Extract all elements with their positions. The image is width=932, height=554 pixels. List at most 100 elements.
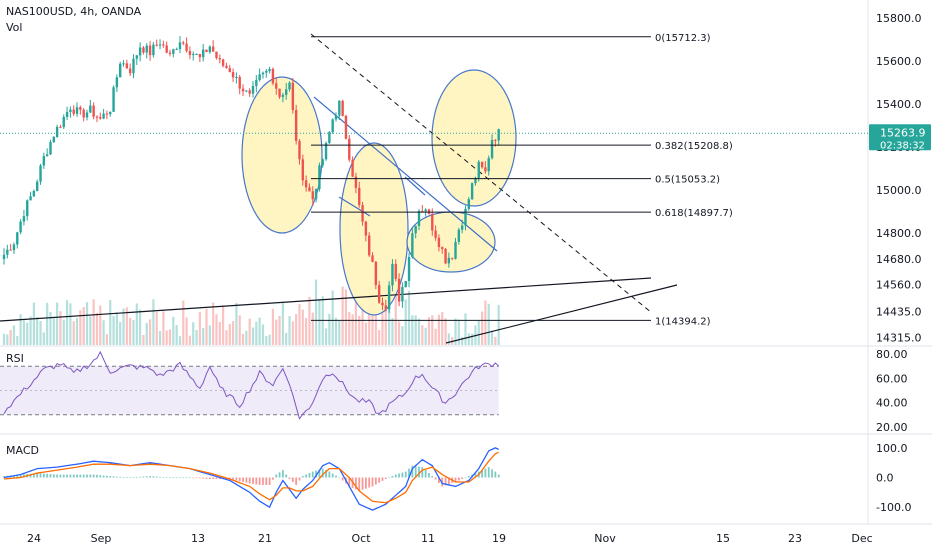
volume-bar: [95, 312, 99, 345]
candle-body: [477, 161, 480, 178]
candle-body: [22, 216, 26, 222]
candle-body: [460, 225, 464, 230]
price-tag-countdown: 02:38:32: [880, 140, 925, 151]
candle-body: [431, 213, 434, 231]
volume-bar: [334, 317, 338, 345]
macd-histogram-bar: [414, 466, 417, 478]
volume-bar: [464, 313, 467, 345]
macd-histogram-bar: [215, 477, 218, 479]
volume-bar: [195, 330, 198, 345]
macd-histogram-bar: [262, 477, 264, 485]
price-tick-label: 14680.0: [876, 253, 922, 266]
volume-bar: [295, 313, 298, 345]
candle-body: [36, 181, 39, 192]
macd-histogram-bar: [56, 474, 59, 478]
rsi-tick-label: 20.00: [876, 421, 908, 434]
candle-body: [238, 76, 241, 89]
volume-bar: [32, 302, 35, 345]
macd-histogram-bar: [464, 477, 467, 479]
macd-histogram-bar: [106, 475, 108, 478]
rsi-label: RSI: [6, 352, 24, 365]
volume-bar: [401, 326, 404, 345]
macd-histogram-bar: [252, 477, 254, 484]
macd-histogram-bar: [428, 473, 430, 478]
candle-body: [205, 49, 208, 53]
candle-body: [99, 117, 102, 119]
volume-bar: [99, 305, 102, 345]
time-tick-label: Oct: [351, 532, 371, 545]
candle-body: [138, 47, 142, 56]
candle-body: [444, 248, 447, 264]
volume-bar: [222, 305, 225, 345]
volume-bar: [417, 318, 421, 345]
macd-histogram-bar: [185, 477, 188, 479]
candle-body: [72, 109, 75, 114]
candle-body: [158, 44, 162, 46]
macd-histogram-bar: [497, 474, 500, 478]
macd-histogram-bar: [281, 470, 284, 478]
macd-histogram-bar: [315, 470, 317, 478]
macd-histogram-bar: [328, 471, 331, 478]
macd-histogram-bar: [404, 471, 407, 478]
macd-histogram-bar: [494, 471, 497, 478]
macd-histogram-bar: [205, 477, 208, 479]
candle-body: [384, 305, 387, 310]
volume-bar: [92, 299, 95, 345]
price-tick-label: 14800.0: [876, 227, 922, 240]
macd-histogram-bar: [42, 473, 45, 478]
volume-bar: [65, 300, 69, 345]
volume-bar: [142, 335, 145, 345]
volume-bar: [162, 311, 165, 345]
volume-bar: [358, 315, 361, 345]
macd-histogram-bar: [3, 476, 5, 478]
highlight-ellipse: [241, 76, 323, 234]
candle-body: [42, 156, 46, 166]
volume-bar: [318, 298, 321, 345]
candle-body: [168, 52, 172, 54]
candle-body: [119, 63, 122, 78]
candle-body: [311, 191, 314, 200]
volume-bar: [494, 336, 497, 345]
macd-histogram-bar: [139, 476, 142, 478]
volume-bar: [42, 332, 45, 345]
volume-bar: [424, 327, 427, 345]
highlight-ellipse: [431, 69, 517, 207]
candle-body: [377, 285, 381, 303]
candle-body: [32, 191, 36, 197]
price-tag-box: [869, 124, 931, 151]
macd-histogram-bar: [182, 477, 185, 479]
macd-histogram-bar: [198, 477, 201, 479]
candle-body: [328, 132, 331, 144]
candle-body: [95, 116, 99, 118]
candle-body: [474, 177, 477, 184]
volume-bar: [461, 336, 464, 345]
volume-bar: [378, 330, 381, 345]
macd-histogram-bar: [82, 474, 85, 478]
macd-histogram-bar: [325, 470, 327, 478]
volume-bar: [228, 323, 231, 345]
volume-bar: [421, 325, 424, 345]
candle-body: [195, 53, 198, 55]
candle-body: [470, 183, 474, 200]
volume-bar: [172, 316, 175, 345]
macd-histogram-bar: [66, 474, 68, 478]
volume-bar: [59, 311, 62, 345]
volume-bar: [109, 300, 112, 345]
time-tick-label: 15: [716, 532, 730, 545]
macd-histogram-bar: [132, 477, 135, 478]
candle-body: [374, 261, 378, 286]
candle-body: [480, 161, 484, 168]
volume-bar: [178, 336, 182, 345]
volume-bar: [374, 304, 377, 345]
candle-body: [142, 47, 145, 53]
fib-level-label: 0(15712.3): [655, 33, 711, 44]
macd-histogram-bar: [195, 477, 198, 479]
volume-bar: [268, 334, 271, 345]
candle-body: [69, 109, 72, 113]
candle-body: [394, 263, 397, 279]
volume-bar: [338, 320, 341, 345]
macd-histogram-bar: [255, 477, 258, 485]
candle-body: [52, 136, 55, 143]
